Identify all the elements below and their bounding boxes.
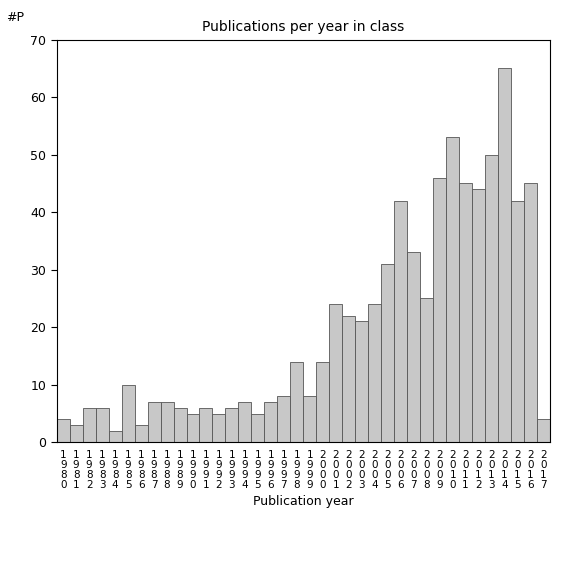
- Bar: [277, 396, 290, 442]
- Bar: [316, 362, 329, 442]
- Bar: [96, 408, 109, 442]
- Bar: [239, 402, 251, 442]
- Bar: [446, 137, 459, 442]
- Bar: [381, 264, 394, 442]
- Title: Publications per year in class: Publications per year in class: [202, 20, 404, 35]
- Bar: [290, 362, 303, 442]
- Bar: [420, 298, 433, 442]
- Bar: [213, 413, 226, 442]
- Bar: [511, 201, 524, 442]
- Bar: [121, 385, 134, 442]
- Bar: [342, 316, 356, 442]
- Bar: [368, 304, 381, 442]
- Bar: [70, 425, 83, 442]
- Bar: [160, 402, 174, 442]
- Bar: [459, 184, 472, 442]
- Bar: [537, 419, 550, 442]
- X-axis label: Publication year: Publication year: [253, 496, 354, 509]
- Bar: [524, 184, 537, 442]
- Bar: [472, 189, 485, 442]
- Bar: [251, 413, 264, 442]
- Bar: [407, 252, 420, 442]
- Bar: [264, 402, 277, 442]
- Bar: [134, 425, 147, 442]
- Bar: [187, 413, 200, 442]
- Bar: [433, 177, 446, 442]
- Bar: [485, 155, 498, 442]
- Bar: [200, 408, 213, 442]
- Bar: [356, 321, 368, 442]
- Bar: [57, 419, 70, 442]
- Y-axis label: #P: #P: [6, 11, 24, 24]
- Bar: [394, 201, 407, 442]
- Bar: [109, 431, 121, 442]
- Bar: [226, 408, 239, 442]
- Bar: [147, 402, 160, 442]
- Bar: [174, 408, 187, 442]
- Bar: [498, 69, 511, 442]
- Bar: [329, 304, 342, 442]
- Bar: [83, 408, 96, 442]
- Bar: [303, 396, 316, 442]
